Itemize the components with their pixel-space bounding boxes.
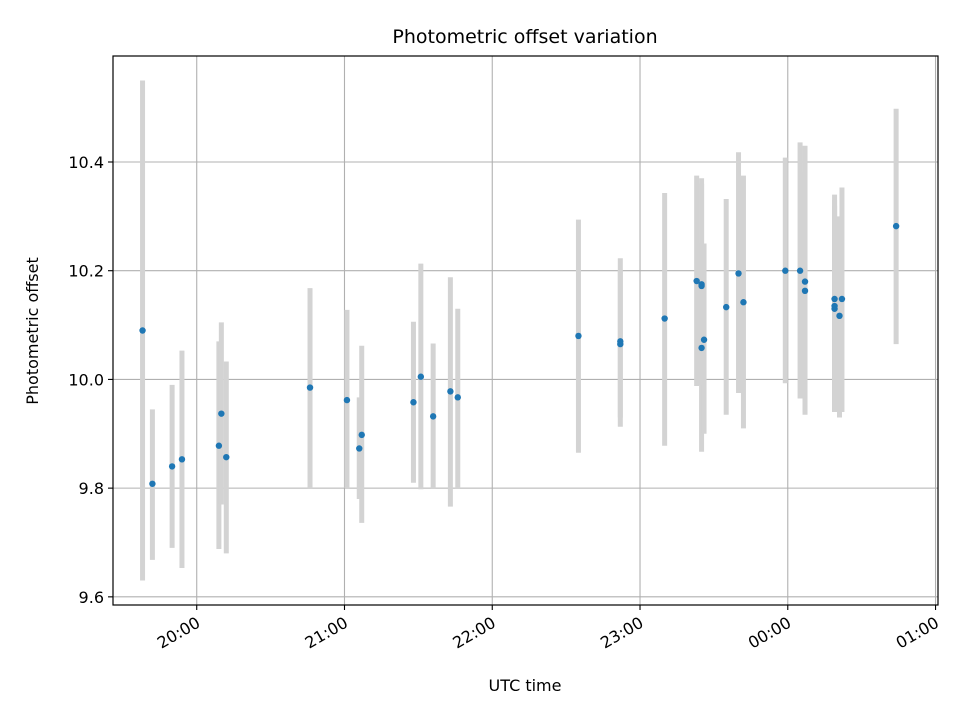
- data-point: [700, 336, 708, 343]
- data-point: [740, 299, 747, 306]
- data-point: [343, 396, 351, 404]
- y-tick-label: 10.2: [68, 262, 104, 281]
- data-point: [454, 394, 461, 401]
- data-point: [831, 302, 838, 310]
- plot-frame: [112, 55, 939, 606]
- y-tick-label: 10.0: [68, 370, 104, 389]
- data-point: [447, 388, 454, 395]
- data-point: [698, 344, 705, 352]
- data-point: [892, 222, 900, 230]
- data-point: [836, 312, 843, 320]
- data-point: [693, 277, 700, 285]
- data-point: [429, 413, 437, 420]
- chart-title: Photometric offset variation: [392, 26, 657, 48]
- data-point: [358, 431, 365, 439]
- data-point: [139, 327, 146, 334]
- data-point: [356, 445, 363, 452]
- y-tick-label: 10.4: [68, 153, 104, 172]
- data-point: [223, 453, 230, 461]
- x-axis-label: UTC time: [489, 676, 562, 695]
- data-point: [831, 295, 838, 303]
- y-tick-label: 9.8: [79, 479, 104, 498]
- y-axis-label: Photometric offset: [23, 257, 42, 405]
- data-point: [801, 287, 809, 295]
- data-point: [698, 281, 705, 288]
- data-point: [723, 303, 730, 311]
- data-point: [215, 442, 223, 449]
- data-point: [782, 267, 789, 274]
- data-point: [178, 456, 186, 463]
- data-point: [801, 278, 809, 285]
- data-points: [139, 222, 900, 487]
- y-axis-ticks: 9.6 9.8 10.0 10.2 10.4: [68, 153, 113, 607]
- data-point: [410, 399, 417, 406]
- y-tick-label: 9.6: [79, 588, 104, 607]
- data-point: [796, 267, 804, 274]
- data-point: [575, 332, 582, 340]
- data-point: [417, 373, 425, 380]
- data-point: [168, 463, 176, 470]
- data-point: [617, 340, 624, 348]
- data-point: [306, 384, 314, 391]
- data-point: [218, 410, 225, 417]
- data-point: [149, 480, 156, 487]
- data-point: [838, 295, 846, 303]
- data-point: [661, 315, 668, 322]
- data-point: [735, 270, 742, 277]
